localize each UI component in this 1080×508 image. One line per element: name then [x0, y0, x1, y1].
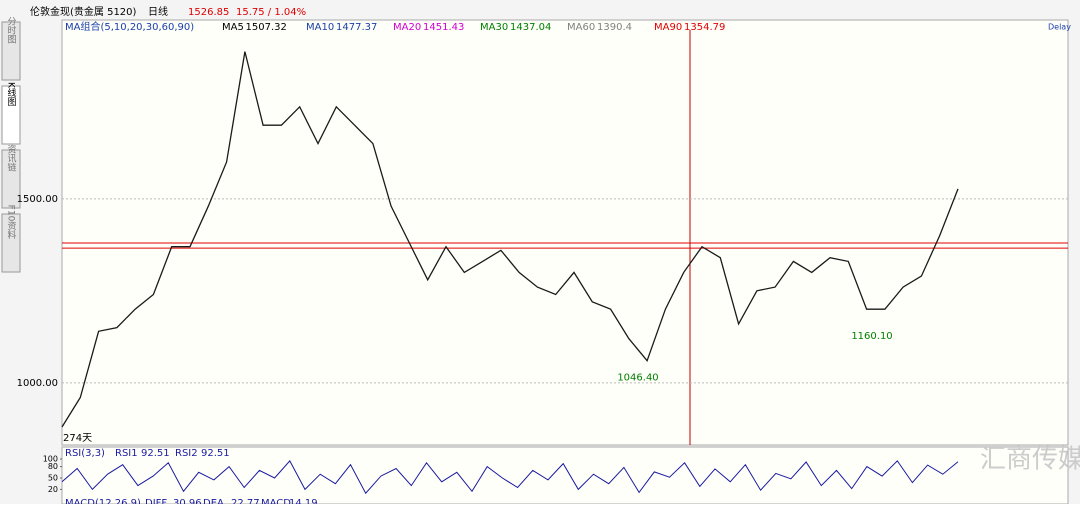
side-tab[interactable]	[1, 213, 21, 273]
ma-name: MA20	[393, 22, 421, 33]
ma-value: 1437.04	[510, 22, 551, 33]
ma-name: MA30	[480, 22, 508, 33]
y-tick-label: 1000.00	[17, 378, 58, 389]
days-label: 274天	[63, 433, 92, 444]
side-tab[interactable]	[1, 149, 21, 209]
rsi-value: 92.51	[141, 448, 170, 459]
ma-value: 1507.32	[246, 22, 287, 33]
side-tab-label[interactable]: K线图	[6, 82, 17, 107]
rsi-tick-label: 50	[48, 474, 58, 483]
period[interactable]: 日线	[148, 5, 168, 18]
macd-value: 22.77	[231, 498, 260, 504]
side-tab[interactable]	[1, 21, 21, 81]
ma-name: MA10	[306, 22, 334, 33]
side-tab-label[interactable]: 资讯链	[6, 144, 17, 172]
ma-value: 1451.43	[423, 22, 464, 33]
rsi-panel	[61, 446, 1069, 505]
price-annotation: 1046.40	[617, 373, 658, 384]
ma-name: MA60	[567, 22, 595, 33]
ma-name: MA5	[222, 22, 244, 33]
rsi-value: 92.51	[201, 448, 230, 459]
price-annotation: 1160.10	[851, 331, 892, 342]
rsi-title: RSI(3,3)	[65, 448, 105, 459]
macd-name: DEA	[203, 498, 224, 504]
side-tab-label[interactable]: F10资料	[6, 205, 17, 241]
price: 1526.85	[188, 7, 229, 18]
y-tick-label: 1500.00	[17, 194, 58, 205]
macd-title: MACD(12,26,9)	[65, 498, 141, 504]
rsi-tick-label: 80	[48, 462, 58, 471]
watermark: 汇商传媒	[980, 445, 1080, 475]
ma-value: 1354.79	[684, 22, 725, 33]
price-line	[61, 51, 959, 428]
side-tab[interactable]	[1, 85, 21, 145]
delay: Delay	[1048, 23, 1071, 32]
side-tab-label[interactable]: 分时图	[6, 16, 17, 44]
macd-name: MACD	[261, 498, 291, 504]
change: 15.75 / 1.04%	[236, 7, 306, 18]
rsi-tick-label: 100	[43, 455, 58, 464]
rsi-name: RSI2	[175, 448, 198, 459]
rsi-name: RSI1	[115, 448, 138, 459]
ma-name: MA90	[654, 22, 682, 33]
instrument: 伦敦金现(贵金属 5120)	[30, 5, 137, 18]
ma-value: 1477.37	[336, 22, 377, 33]
macd-value: 30.96	[173, 498, 202, 504]
ma-title[interactable]: MA组合(5,10,20,30,60,90)	[65, 20, 194, 33]
rsi-tick-label: 20	[48, 485, 58, 494]
macd-value: 14.19	[289, 498, 318, 504]
macd-name: DIFF	[145, 498, 167, 504]
ma-value: 1390.4	[597, 22, 632, 33]
main-panel	[61, 19, 1069, 446]
rsi-line	[61, 460, 959, 495]
